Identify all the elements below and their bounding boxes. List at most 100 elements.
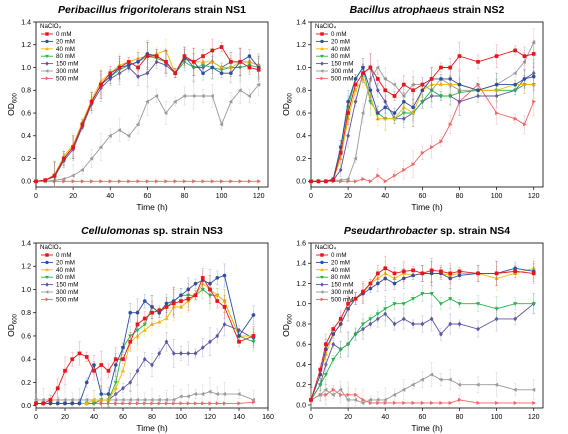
x-tick-label: 80 <box>181 193 189 200</box>
data-point <box>80 122 85 127</box>
data-point <box>117 65 122 70</box>
data-point <box>43 178 48 183</box>
data-point <box>71 145 75 150</box>
legend-label: 80 mM <box>56 53 75 60</box>
data-point <box>215 333 220 339</box>
data-point <box>117 127 122 133</box>
data-point <box>193 293 198 298</box>
data-point <box>229 71 233 75</box>
data-point <box>375 281 380 286</box>
chart-title: Bacillus atrophaeus strain NS2 <box>350 4 505 16</box>
x-axis-label: Time (h) <box>411 202 442 212</box>
x-tick-label: 60 <box>143 193 151 200</box>
data-point <box>448 321 453 327</box>
data-point <box>150 401 155 406</box>
data-point <box>353 99 358 105</box>
data-point <box>98 78 104 83</box>
x-tick-label: 80 <box>456 193 464 200</box>
data-point <box>494 307 499 312</box>
series-0-mM <box>34 38 261 188</box>
data-point <box>186 350 191 356</box>
data-point <box>48 401 53 406</box>
legend-entry: 500 mM <box>41 296 78 303</box>
y-tick-label: 0.4 <box>296 133 306 140</box>
series-line <box>311 77 534 182</box>
data-point <box>401 99 406 104</box>
data-point <box>375 312 380 317</box>
data-point <box>457 321 462 327</box>
data-point <box>150 310 154 315</box>
data-point <box>401 302 406 306</box>
data-point <box>247 65 252 70</box>
data-point <box>345 397 350 403</box>
data-point <box>375 111 380 115</box>
error-bar <box>346 387 350 409</box>
data-point <box>448 77 453 81</box>
data-point <box>361 71 365 76</box>
data-point <box>495 400 499 406</box>
data-point <box>208 287 212 292</box>
data-point <box>126 59 131 64</box>
data-point <box>513 88 518 93</box>
error-bar <box>383 387 387 409</box>
data-point <box>383 179 388 184</box>
data-point <box>475 302 481 306</box>
data-point <box>360 400 365 406</box>
data-point <box>219 45 224 49</box>
data-point <box>149 322 155 326</box>
data-point <box>251 334 256 338</box>
data-point <box>257 179 261 184</box>
legend-label: 20 mM <box>331 38 350 45</box>
x-tick-label: 100 <box>491 193 503 200</box>
data-point <box>512 71 517 76</box>
data-point <box>392 271 397 276</box>
data-point <box>368 65 373 70</box>
data-point <box>353 82 358 87</box>
data-point <box>331 392 335 397</box>
data-point <box>401 276 406 281</box>
data-point <box>513 316 518 322</box>
legend-entry: 300 mM <box>316 289 353 296</box>
data-point <box>215 401 220 406</box>
y-axis-label-subscript: 600 <box>13 313 19 324</box>
legend-marker <box>45 267 49 272</box>
data-point <box>392 116 397 121</box>
series-300-mM <box>33 72 261 188</box>
data-point <box>429 268 434 273</box>
series-0-mM <box>309 255 536 409</box>
data-point <box>193 391 198 397</box>
data-point <box>156 397 161 402</box>
legend-label: 40 mM <box>331 46 350 53</box>
legend-entry: 150 mM <box>316 282 353 289</box>
data-point <box>61 156 66 161</box>
error-bar <box>309 387 313 409</box>
series-0-mM <box>34 268 256 406</box>
data-point <box>448 400 453 406</box>
legend-marker <box>320 275 324 280</box>
data-point <box>77 351 82 356</box>
x-tick-label: 100 <box>491 414 503 421</box>
data-point <box>208 339 212 345</box>
legend-marker <box>320 290 324 294</box>
data-point <box>201 71 205 75</box>
error-bar <box>99 385 103 409</box>
data-point <box>494 54 499 58</box>
title-part: sp. strain NS4 <box>437 225 510 237</box>
legend-label: 40 mM <box>56 46 75 53</box>
legend-label: 80 mM <box>331 53 350 60</box>
data-point <box>429 292 434 296</box>
data-point <box>251 313 256 317</box>
data-point <box>368 397 372 403</box>
data-point <box>191 66 196 70</box>
data-point <box>360 76 366 81</box>
data-point <box>360 322 366 327</box>
data-point <box>522 82 527 87</box>
data-point <box>494 271 499 276</box>
data-point <box>448 65 453 70</box>
legend-label: 300 mM <box>331 289 353 296</box>
y-tick-label: 1.0 <box>21 287 31 294</box>
chart-panel-4: Pseudarthrobacter sp. strain NS4 0 20 40 60 8… <box>281 225 544 433</box>
legend-label: 500 mM <box>56 75 78 82</box>
legend-marker <box>320 32 324 36</box>
data-point <box>494 93 499 99</box>
